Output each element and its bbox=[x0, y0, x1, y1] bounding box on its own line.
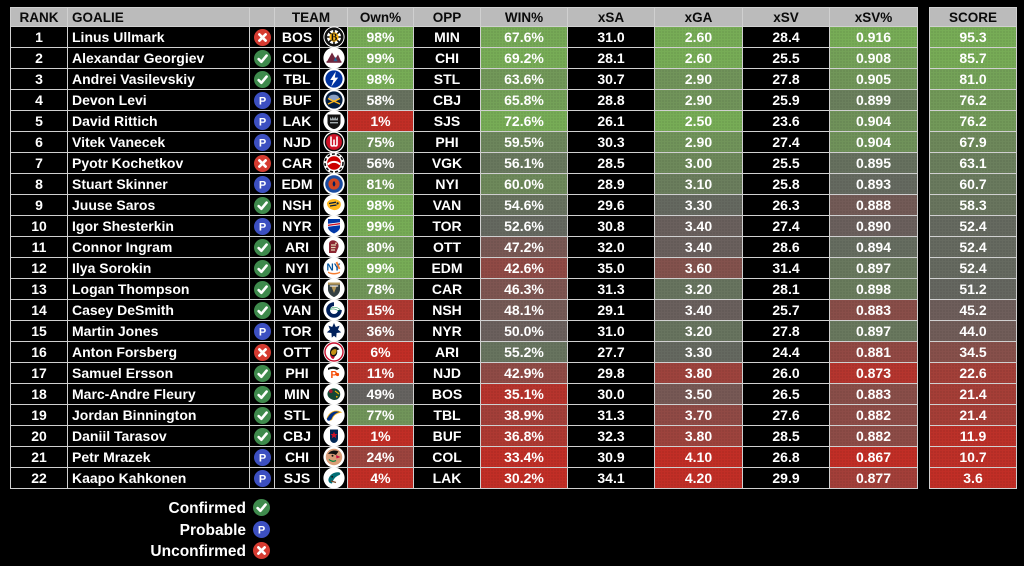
svg-text:P: P bbox=[258, 452, 265, 464]
svg-text:P: P bbox=[258, 326, 265, 338]
svg-text:P: P bbox=[258, 179, 265, 191]
svg-text:B: B bbox=[330, 33, 337, 44]
svg-text:P: P bbox=[258, 95, 265, 107]
svg-text:P: P bbox=[330, 370, 337, 381]
svg-text:P: P bbox=[258, 473, 265, 485]
svg-text:NY: NY bbox=[326, 263, 340, 274]
svg-text:P: P bbox=[258, 221, 265, 233]
svg-text:P: P bbox=[258, 524, 265, 536]
svg-text:P: P bbox=[258, 137, 265, 149]
svg-text:P: P bbox=[258, 116, 265, 128]
